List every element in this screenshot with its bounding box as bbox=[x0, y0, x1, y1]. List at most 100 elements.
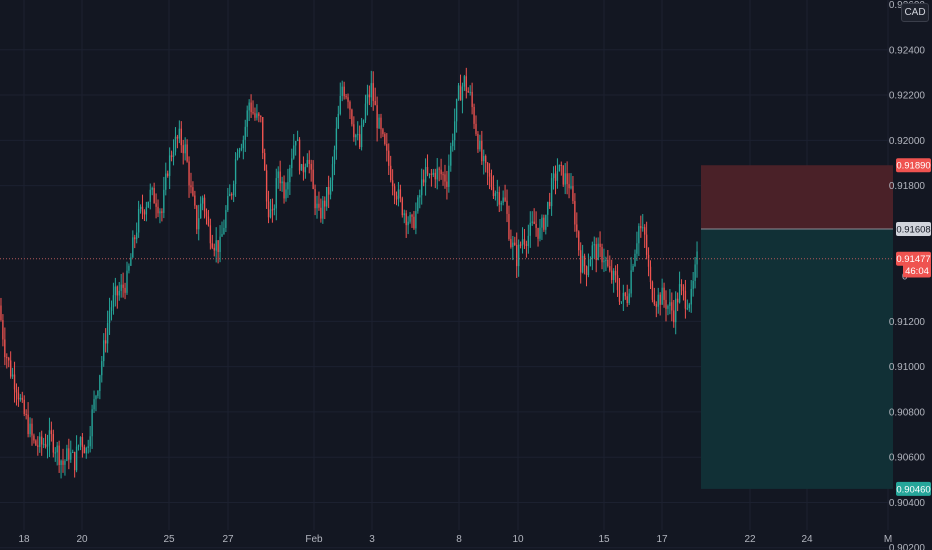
candle-body bbox=[296, 139, 299, 142]
candle-body bbox=[657, 294, 659, 307]
candle-body bbox=[653, 299, 656, 305]
candle-body bbox=[215, 240, 217, 251]
candle-body bbox=[446, 181, 448, 187]
candle-body bbox=[651, 282, 654, 300]
candle-body bbox=[79, 437, 82, 446]
time-axis-tick-label: 17 bbox=[656, 534, 668, 545]
time-axis-tick-label: 27 bbox=[222, 534, 234, 545]
candle-body bbox=[66, 448, 68, 461]
candle-body bbox=[29, 423, 31, 435]
candle-body bbox=[589, 259, 592, 267]
candle-body bbox=[240, 148, 243, 150]
candle-body bbox=[564, 173, 566, 185]
candle-body bbox=[422, 179, 425, 183]
candle-body bbox=[688, 304, 690, 309]
candle-body bbox=[626, 296, 628, 304]
candle-body bbox=[612, 270, 615, 281]
position-zones bbox=[701, 165, 893, 489]
candle-body bbox=[293, 145, 295, 159]
candle-body bbox=[519, 244, 522, 246]
candle-body bbox=[471, 91, 473, 108]
candle-body bbox=[580, 250, 582, 273]
candle-body bbox=[492, 187, 495, 196]
candle-body bbox=[194, 195, 196, 206]
price-axis-tick-label: 0.90600 bbox=[889, 453, 926, 464]
time-axis-tick-label: Feb bbox=[305, 534, 323, 545]
candle-body bbox=[165, 173, 167, 190]
candle-body bbox=[504, 197, 506, 201]
candle-body bbox=[13, 374, 16, 390]
candle-body bbox=[461, 86, 464, 101]
candle-body bbox=[196, 205, 198, 230]
candle-body bbox=[170, 155, 173, 157]
candle-body bbox=[265, 170, 268, 202]
candle-body bbox=[399, 189, 402, 199]
candle-body bbox=[291, 158, 293, 169]
candle-body bbox=[343, 86, 345, 97]
candle-body bbox=[548, 201, 551, 207]
candle-body bbox=[440, 169, 442, 175]
candle-body bbox=[103, 340, 105, 362]
candle-body bbox=[134, 237, 136, 240]
currency-label[interactable]: CAD bbox=[901, 3, 929, 22]
candle-body bbox=[601, 247, 603, 263]
candle-body bbox=[145, 207, 148, 215]
candle-body bbox=[81, 437, 84, 447]
candle-body bbox=[347, 97, 349, 102]
candle-body bbox=[616, 275, 619, 291]
candle-body bbox=[149, 189, 151, 202]
candle-body bbox=[481, 140, 483, 162]
candle-body bbox=[537, 227, 539, 239]
candle-body bbox=[692, 280, 694, 289]
candle-body bbox=[655, 304, 657, 307]
candle-body bbox=[686, 308, 689, 310]
candle-body bbox=[11, 374, 14, 377]
candle-body bbox=[21, 397, 23, 400]
candle-body bbox=[448, 165, 450, 187]
candle-body bbox=[283, 181, 285, 199]
candle-body bbox=[529, 222, 531, 236]
candle-body bbox=[566, 173, 568, 185]
candle-body bbox=[543, 217, 545, 230]
time-axis-tick-label: 25 bbox=[163, 534, 175, 545]
candle-body bbox=[60, 460, 62, 465]
candle-body bbox=[405, 213, 407, 226]
candle-body bbox=[167, 173, 169, 176]
candle-body bbox=[304, 166, 307, 173]
candle-body bbox=[397, 189, 400, 200]
candle-body bbox=[500, 202, 502, 205]
candle-body bbox=[4, 339, 6, 358]
candle-body bbox=[9, 360, 12, 377]
candle-body bbox=[192, 187, 194, 196]
candle-body bbox=[256, 113, 258, 118]
candle-body bbox=[378, 117, 380, 129]
candle-body bbox=[320, 207, 322, 219]
candle-body bbox=[213, 247, 215, 251]
candle-body bbox=[597, 243, 599, 261]
candle-body bbox=[581, 255, 584, 273]
candle-body bbox=[199, 203, 202, 219]
candle-body bbox=[91, 409, 93, 437]
candle-body bbox=[560, 164, 562, 166]
candle-body bbox=[438, 168, 440, 170]
time-axis[interactable]: 18 20 25 27 Feb 3 8 10 15 17 22 24 M bbox=[18, 534, 892, 545]
candle-body bbox=[101, 361, 103, 376]
candle-body bbox=[409, 214, 411, 222]
candle-body bbox=[41, 436, 43, 445]
candle-body bbox=[248, 102, 250, 111]
candle-body bbox=[62, 460, 64, 465]
candle-body bbox=[182, 145, 184, 154]
candle-body bbox=[128, 265, 130, 271]
price-axis-tick-label: 0.91800 bbox=[889, 181, 926, 192]
candle-body bbox=[452, 140, 454, 147]
candle-body bbox=[157, 206, 159, 214]
candle-body bbox=[574, 201, 576, 225]
candle-body bbox=[419, 195, 421, 198]
candle-body bbox=[628, 293, 630, 304]
candle-body bbox=[85, 447, 87, 454]
candle-body bbox=[523, 239, 526, 245]
candle-body bbox=[680, 284, 683, 287]
candle-body bbox=[54, 452, 56, 454]
candle-body bbox=[527, 235, 530, 246]
